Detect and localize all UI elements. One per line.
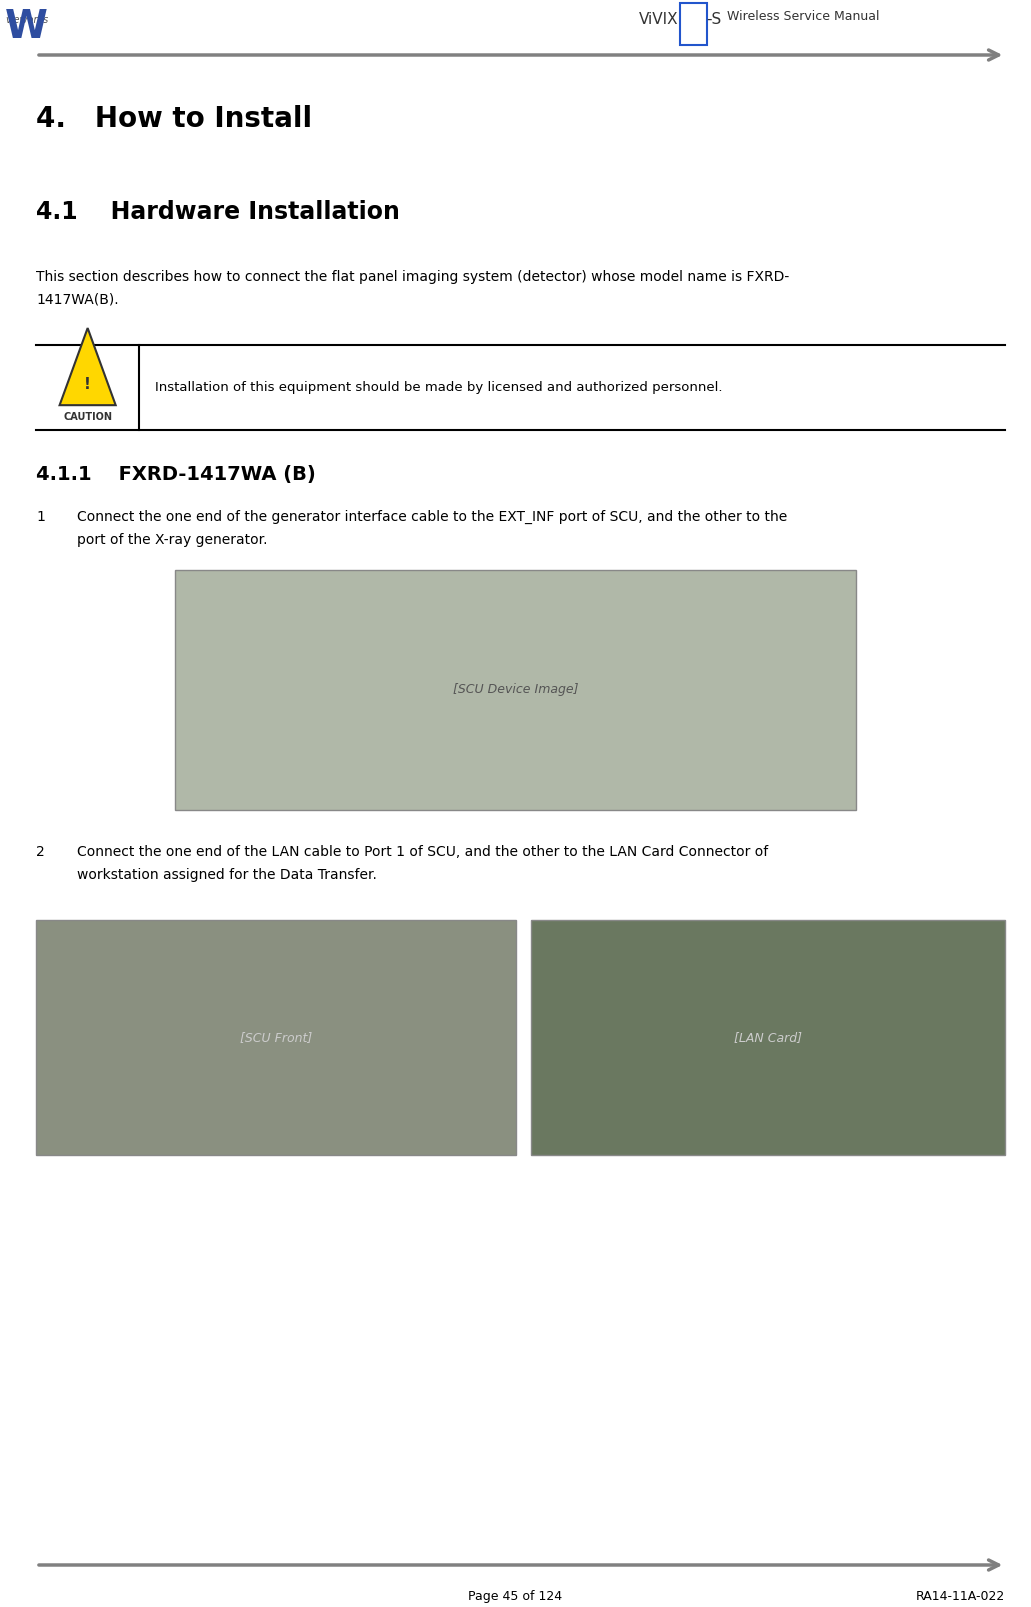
Text: !: ! [85,376,91,392]
Text: 4.1.1    FXRD-1417WA (B): 4.1.1 FXRD-1417WA (B) [36,464,315,484]
Text: Installation of this equipment should be made by licensed and authorized personn: Installation of this equipment should be… [155,381,722,394]
Text: Connect the one end of the LAN cable to Port 1 of SCU, and the other to the LAN : Connect the one end of the LAN cable to … [77,845,768,882]
Text: [SCU Device Image]: [SCU Device Image] [453,683,578,696]
Text: This section describes how to connect the flat panel imaging system (detector) w: This section describes how to connect th… [36,270,790,307]
Text: 4.   How to Install: 4. How to Install [36,104,312,133]
FancyBboxPatch shape [531,919,1005,1155]
FancyBboxPatch shape [36,919,516,1155]
Text: 2: 2 [36,845,44,860]
Text: 4.1    Hardware Installation: 4.1 Hardware Installation [36,199,400,223]
Text: Wireless Service Manual: Wireless Service Manual [727,10,879,22]
Text: -S: -S [706,11,722,27]
Polygon shape [60,328,115,405]
Text: ViVIX: ViVIX [639,11,678,27]
Text: 1: 1 [36,509,45,524]
Text: [SCU Front]: [SCU Front] [239,1032,312,1045]
Text: [LAN Card]: [LAN Card] [734,1032,802,1045]
FancyBboxPatch shape [175,570,856,810]
Text: W: W [5,8,48,47]
Text: Connect the one end of the generator interface cable to the EXT_INF port of SCU,: Connect the one end of the generator int… [77,509,788,546]
Text: CAUTION: CAUTION [63,411,112,423]
Text: Page 45 of 124: Page 45 of 124 [468,1589,563,1604]
Text: vieworks: vieworks [5,14,48,26]
Text: RA14-11A-022: RA14-11A-022 [916,1589,1005,1604]
